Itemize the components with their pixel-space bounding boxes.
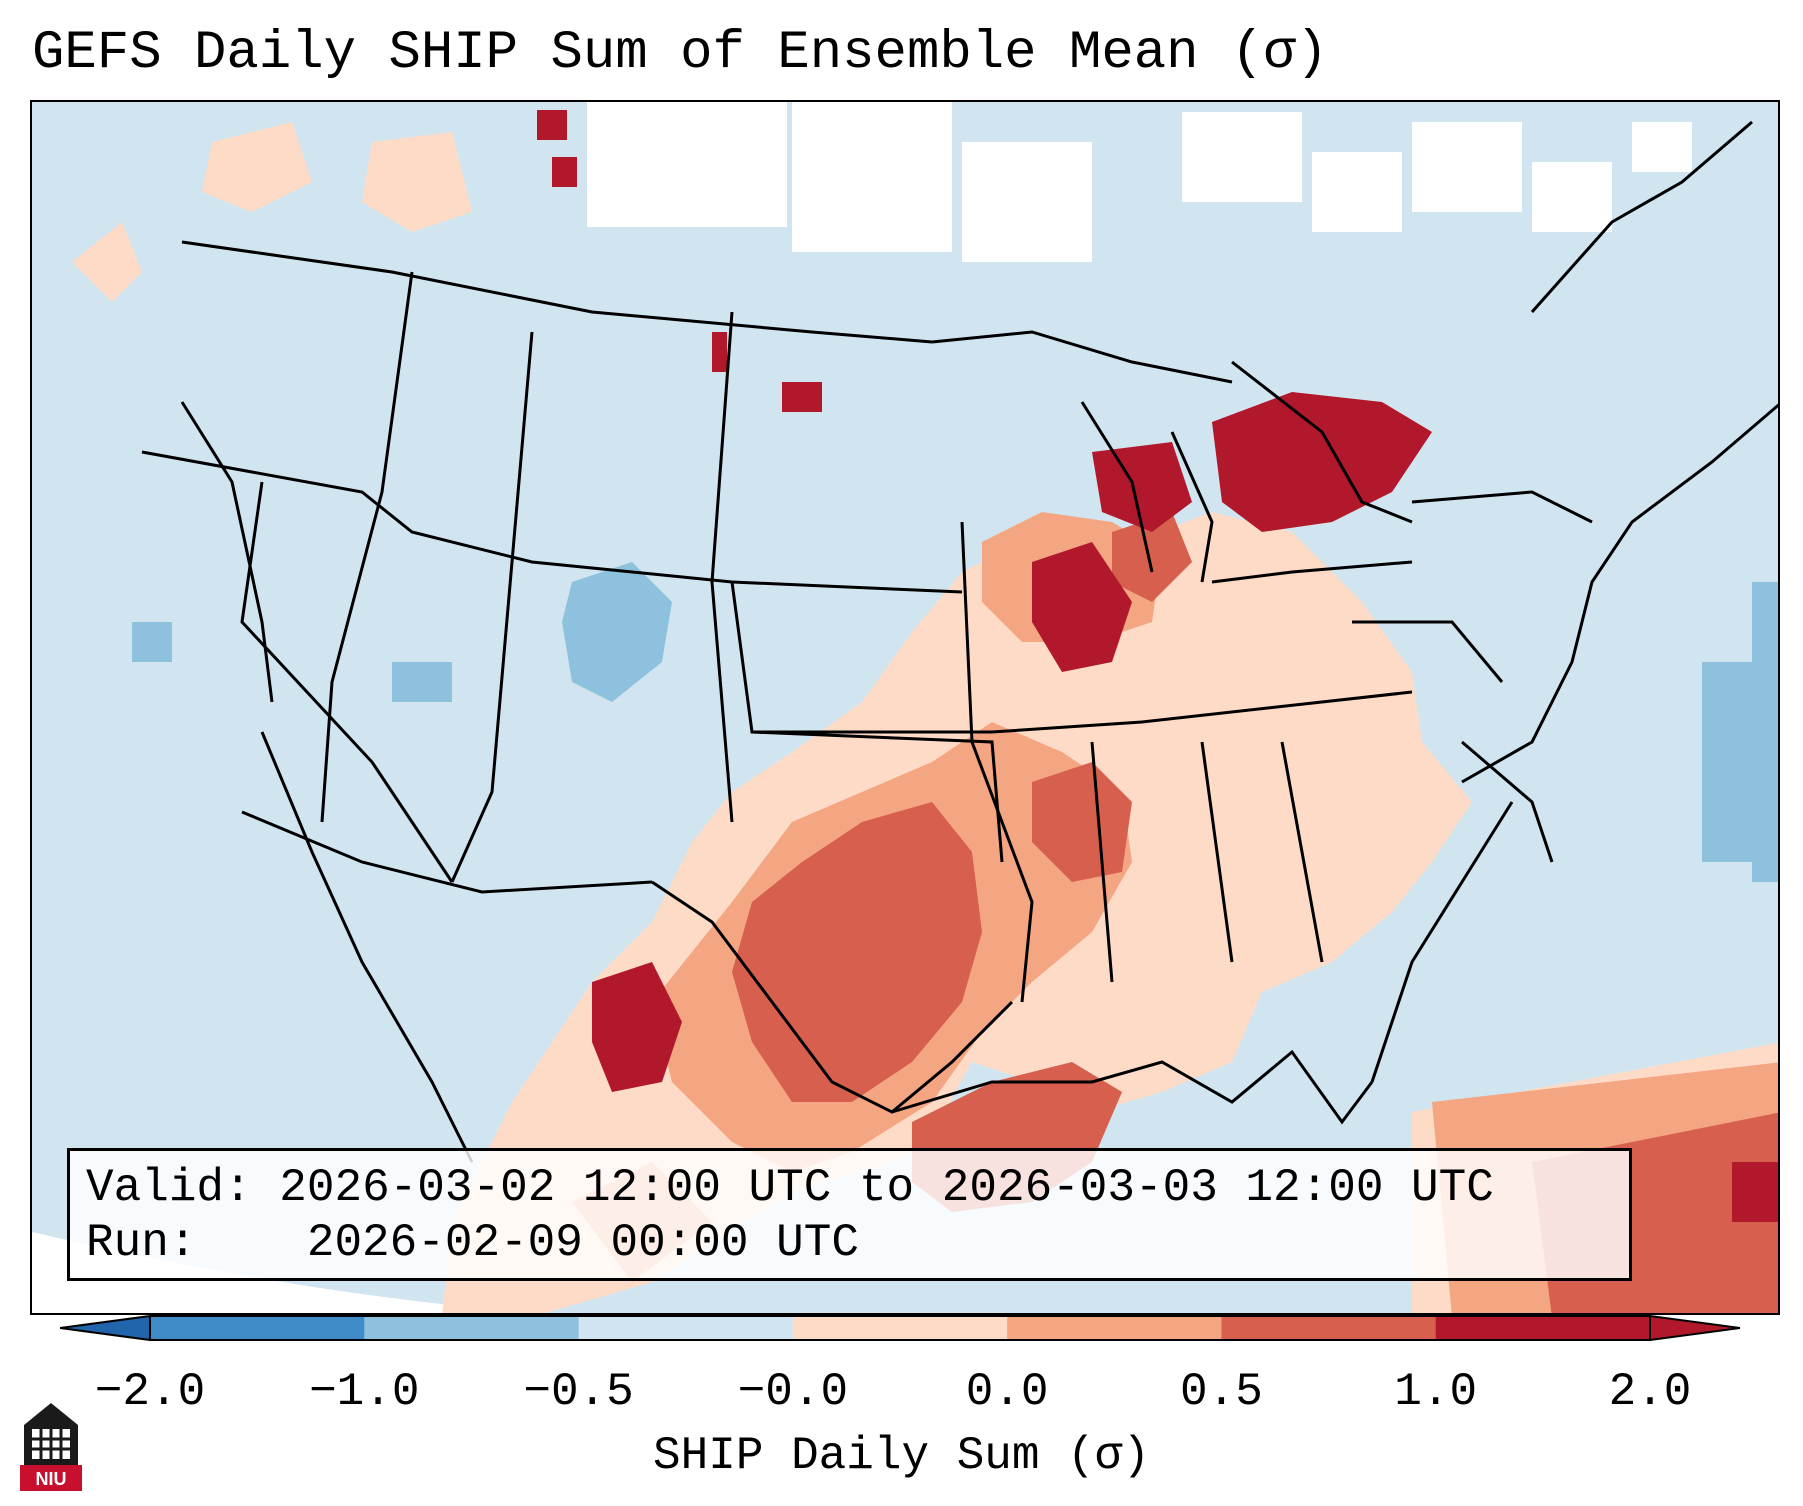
map-panel (30, 100, 1780, 1315)
colorbar-segment (1007, 1316, 1222, 1340)
us-canada-border (181, 240, 933, 344)
colorbar-segment (150, 1316, 365, 1340)
map-canvas (32, 102, 1778, 1313)
colorbar-label: SHIP Daily Sum (σ) (653, 1430, 1150, 1482)
valid-label: Valid: (86, 1162, 252, 1214)
projection-edge-left (32, 1232, 535, 1313)
niu-logo: NIU (20, 1403, 82, 1491)
east-coast (1461, 403, 1778, 784)
colorbar-tick-label: −0.0 (737, 1366, 849, 1418)
logo-text: NIU (36, 1469, 67, 1489)
colorbar-tick-label: −2.0 (94, 1366, 206, 1418)
colorbar-segments (150, 1316, 1651, 1340)
colorbar-segment (1435, 1316, 1651, 1340)
run-label: Run: (86, 1217, 197, 1269)
anomaly-negative (132, 562, 1778, 882)
colorbar-tick-label: 2.0 (1608, 1366, 1692, 1418)
colorbar (60, 1314, 1740, 1342)
anomaly-extreme-positive (537, 110, 1778, 1222)
validity-info-box: Valid: 2026-03-02 12:00 UTC to 2026-03-0… (67, 1148, 1632, 1281)
colorbar-outline (149, 1315, 1651, 1341)
west-coast (180, 401, 274, 703)
colorbar-extend-high (1649, 1314, 1740, 1342)
colorbar-extend-low (60, 1314, 151, 1342)
run-value: 2026-02-09 00:00 UTC (306, 1217, 859, 1269)
colorbar-tick-label: 1.0 (1394, 1366, 1478, 1418)
colorbar-tick-label: −0.5 (523, 1366, 634, 1418)
colorbar-segment (578, 1316, 794, 1340)
colorbar-tick-label: 0.5 (1180, 1366, 1263, 1418)
colorbar-segment (792, 1316, 1008, 1340)
colorbar-segment (364, 1316, 580, 1340)
valid-value: 2026-03-02 12:00 UTC to 2026-03-03 12:00… (279, 1162, 1494, 1214)
near-zero-areas (587, 102, 1692, 262)
colorbar-tick-label: 0.0 (965, 1366, 1049, 1418)
boundary-lines (141, 120, 1778, 1163)
colorbar-segment (1221, 1316, 1437, 1340)
map-title: GEFS Daily SHIP Sum of Ensemble Mean (σ) (32, 23, 1329, 84)
colorbar-tick-label: −1.0 (309, 1366, 420, 1418)
